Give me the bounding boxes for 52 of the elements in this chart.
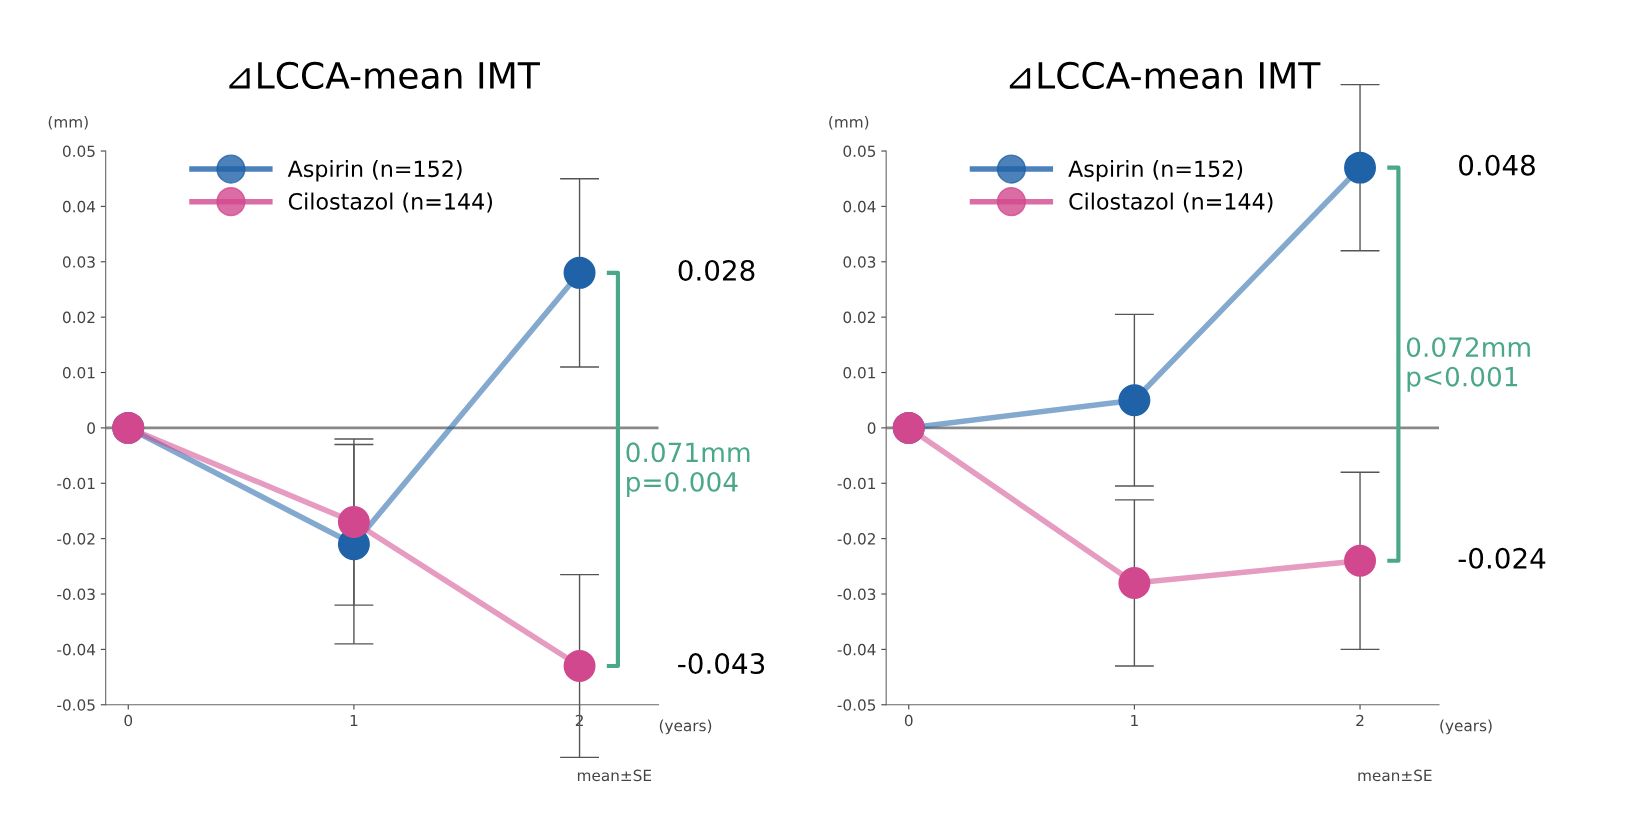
y-tick-label: 0.04: [843, 200, 876, 213]
y-tick-label: 0.01: [843, 366, 876, 379]
y-tick-label: -0.04: [57, 643, 96, 656]
text: 0.048: [1459, 154, 1535, 176]
x-tick-label: 1: [350, 714, 358, 727]
point: [563, 650, 596, 682]
x-tick-label: 0: [124, 714, 133, 727]
x-tick-label: 2: [1356, 714, 1364, 727]
text: -0.024: [1458, 547, 1546, 569]
point: [563, 256, 596, 289]
annotation: 0.071mm p=0.004: [626, 442, 750, 497]
text: (years): [1440, 719, 1492, 735]
legend-label: Aspirin (n=152): [1068, 159, 1243, 182]
y-tick-label: 0.04: [62, 200, 96, 213]
y-tick-label: 0: [87, 422, 95, 434]
legend-label: Cilostazol (n=144): [288, 192, 492, 213]
point: [1344, 151, 1377, 184]
text: 0.028: [678, 259, 755, 281]
point: [337, 506, 370, 539]
x-tick-label: 1: [1131, 714, 1138, 727]
x-tick-label: 0: [904, 714, 913, 727]
y-tick-label: 0.03: [62, 256, 95, 268]
point: [1344, 544, 1377, 577]
y-tick-label: -0.03: [57, 588, 95, 601]
y-tick-label: 0.01: [62, 366, 95, 379]
text: (mm): [48, 115, 88, 130]
y-tick-label: -0.01: [837, 477, 876, 490]
y-tick-label: 0.05: [62, 145, 95, 158]
y-tick-label: -0.05: [837, 699, 876, 711]
y-tick-label: 0.02: [843, 311, 875, 324]
y-tick-label: -0.04: [837, 643, 876, 656]
y-tick-label: -0.02: [837, 533, 875, 545]
y-tick-label: -0.02: [57, 533, 95, 545]
y-tick-label: -0.03: [837, 588, 876, 601]
y-tick-label: 0.02: [62, 311, 95, 324]
chart-title: ⊿LCCA-mean IMT: [1009, 61, 1321, 90]
y-tick-label: -0.05: [57, 699, 95, 711]
text: mean±SE: [577, 769, 652, 782]
chart-title: ⊿LCCA-mean IMT: [229, 61, 540, 90]
text: -0.043: [678, 653, 765, 675]
text: (mm): [829, 115, 869, 130]
point: [1118, 566, 1151, 599]
legend-label: Cilostazol (n=144): [1069, 192, 1273, 213]
y-tick-label: 0: [867, 422, 876, 434]
legend-label: Aspirin (n=152): [287, 159, 462, 182]
point: [1118, 384, 1151, 417]
y-tick-label: 0.03: [843, 256, 876, 268]
annotation: 0.072mm p<0.001: [1406, 337, 1530, 392]
text: mean±SE: [1358, 769, 1432, 782]
y-tick-label: 0.05: [843, 145, 876, 158]
y-tick-label: -0.01: [57, 477, 95, 490]
text: (years): [659, 719, 712, 735]
